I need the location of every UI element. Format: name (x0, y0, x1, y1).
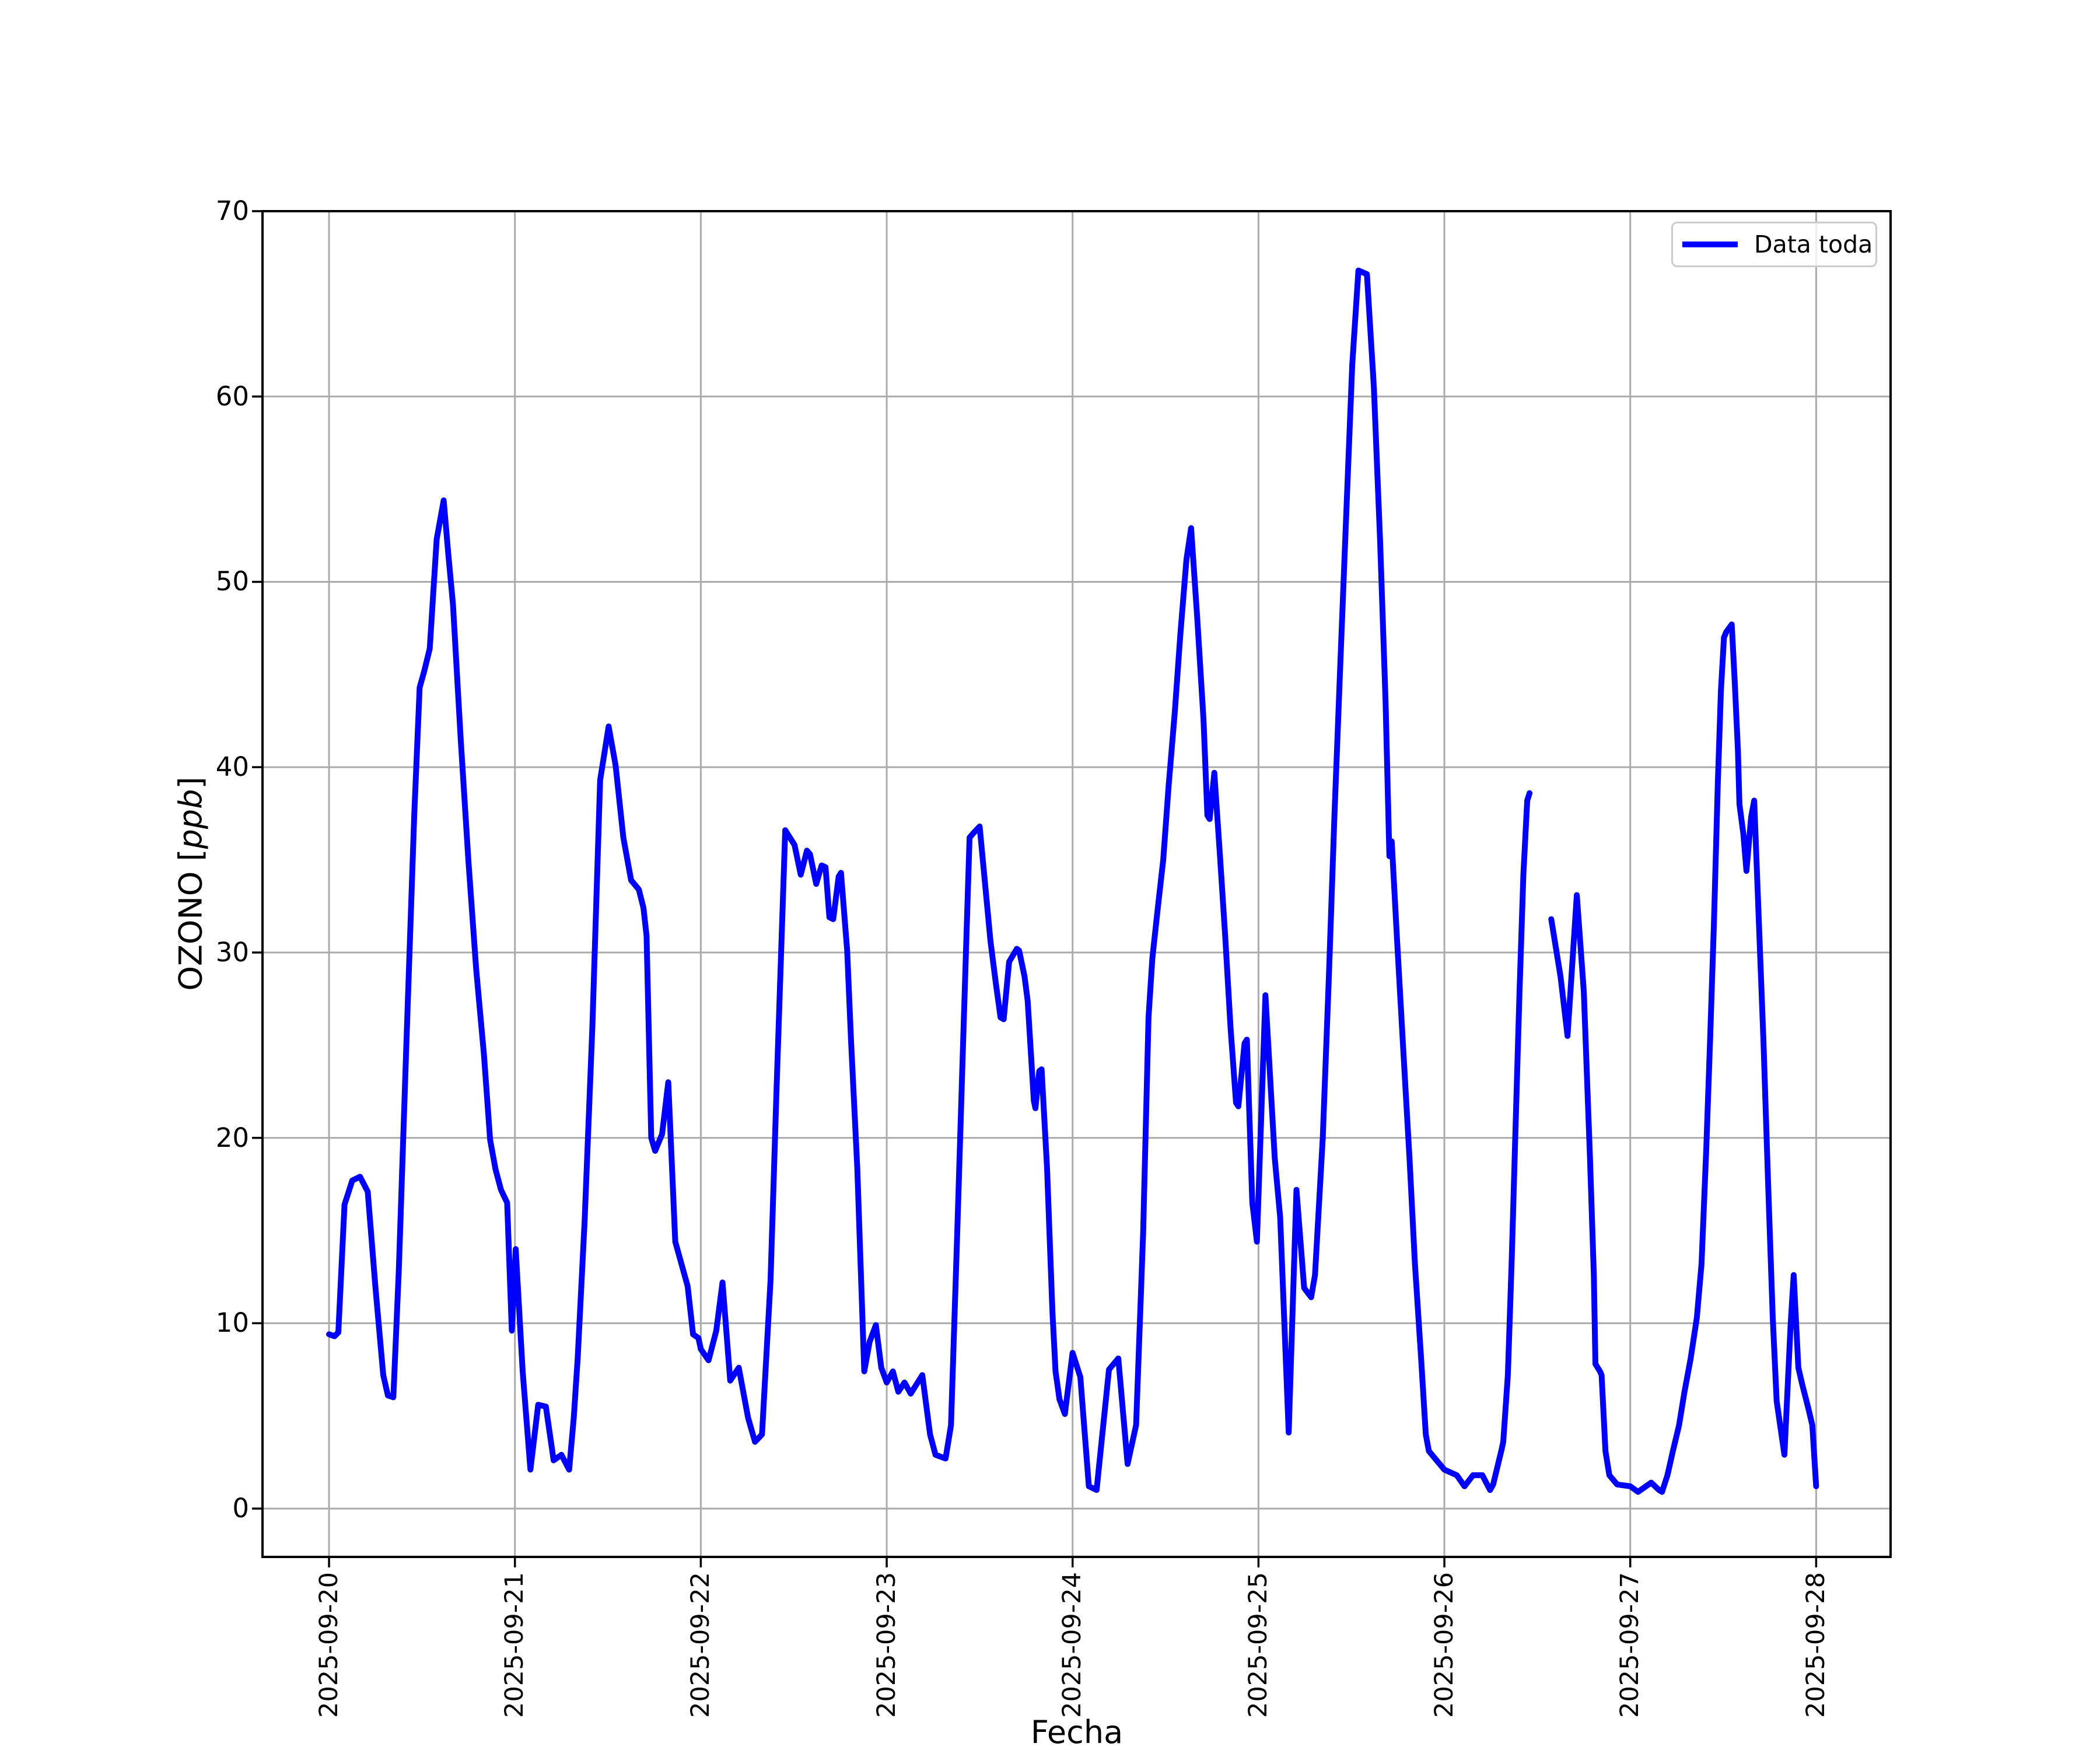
legend-label: Data toda (1754, 230, 1873, 258)
y-tick-label: 0 (232, 1493, 249, 1524)
y-tick-label: 50 (215, 566, 249, 597)
y-tick-label: 10 (215, 1307, 249, 1339)
x-tick-label: 2025-09-28 (1801, 1572, 1831, 1718)
data-line-segment (326, 267, 1533, 1493)
legend-line-sample (1682, 242, 1738, 247)
y-tick-label: 20 (215, 1122, 249, 1153)
y-axis-label-units: ppb (172, 789, 209, 849)
x-tick-label: 2025-09-26 (1429, 1572, 1459, 1718)
x-tick-label: 2025-09-27 (1615, 1572, 1645, 1718)
data-line-segment (1548, 621, 1819, 1495)
x-tick-label: 2025-09-22 (685, 1572, 715, 1718)
y-tick-label: 30 (215, 936, 249, 968)
x-axis-label: Fecha (1030, 1714, 1124, 1750)
y-tick-label: 60 (215, 380, 249, 412)
x-tick-label: 2025-09-21 (500, 1572, 530, 1718)
y-tick-label: 40 (215, 751, 249, 783)
y-axis-label-text: OZONO [ (172, 849, 209, 991)
x-tick-label: 2025-09-25 (1243, 1572, 1273, 1718)
y-tick-label: 70 (215, 195, 249, 226)
x-tick-label: 2025-09-23 (872, 1572, 901, 1718)
x-tick-label: 2025-09-24 (1058, 1572, 1087, 1718)
plot-spines (261, 210, 1892, 1558)
legend: Data toda (1671, 222, 1877, 267)
x-tick-label: 2025-09-20 (314, 1572, 344, 1718)
